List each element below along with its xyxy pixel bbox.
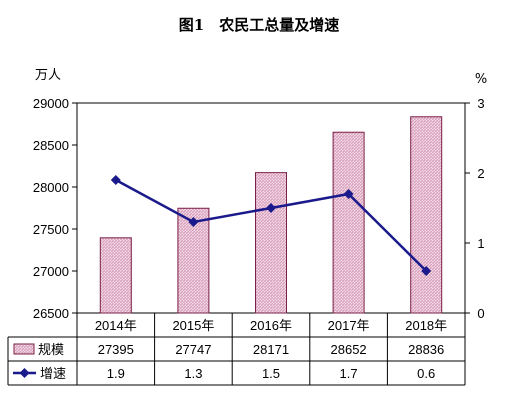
legend-bar-swatch: [13, 343, 35, 355]
bar: [255, 172, 287, 314]
right-axis-tick-label: 1: [477, 236, 484, 251]
data-table-cell: 0.6: [417, 366, 435, 381]
chart-title: 图1 农民工总量及增速: [178, 16, 340, 34]
data-table-cell: 1.5: [262, 366, 280, 381]
data-table-cell: 28171: [253, 342, 289, 357]
data-table-cell: 1.3: [184, 366, 202, 381]
right-axis-tick-label: 3: [477, 96, 484, 111]
data-table-cell: 28836: [408, 342, 444, 357]
bar: [332, 131, 365, 314]
line-point: [266, 203, 276, 213]
data-table-cell: 1.7: [340, 366, 358, 381]
right-axis-unit: %: [475, 72, 487, 87]
line-point: [110, 175, 121, 185]
bar: [99, 237, 132, 314]
category-label: 2016年: [250, 318, 292, 333]
line-point: [343, 189, 354, 199]
bar: [410, 116, 443, 314]
category-label: 2018年: [405, 318, 447, 333]
right-axis-tick-label: 0: [477, 306, 484, 321]
left-axis-tick-label: 27500: [33, 222, 69, 237]
left-axis-tick-label: 29000: [33, 96, 69, 111]
line-point: [188, 217, 199, 227]
legend-bar-label: 规模: [38, 342, 64, 357]
legend-line-marker: [19, 368, 30, 378]
left-axis-unit: 万人: [35, 68, 61, 83]
data-table-cell: 28652: [331, 342, 367, 357]
right-axis-tick-label: 2: [477, 166, 484, 181]
bar: [177, 207, 210, 314]
left-axis-tick-label: 27000: [33, 264, 69, 279]
left-axis-tick-label: 28000: [33, 180, 69, 195]
category-label: 2017年: [328, 318, 370, 333]
data-table-cell: 27747: [175, 342, 211, 357]
left-axis-tick-label: 28500: [33, 138, 69, 153]
data-table-cell: 1.9: [107, 366, 125, 381]
legend-line-label: 增速: [40, 366, 66, 381]
line-point: [421, 266, 432, 276]
category-label: 2015年: [172, 318, 214, 333]
category-label: 2014年: [95, 318, 137, 333]
data-table-cell: 27395: [98, 342, 134, 357]
left-axis-tick-label: 26500: [33, 306, 69, 321]
